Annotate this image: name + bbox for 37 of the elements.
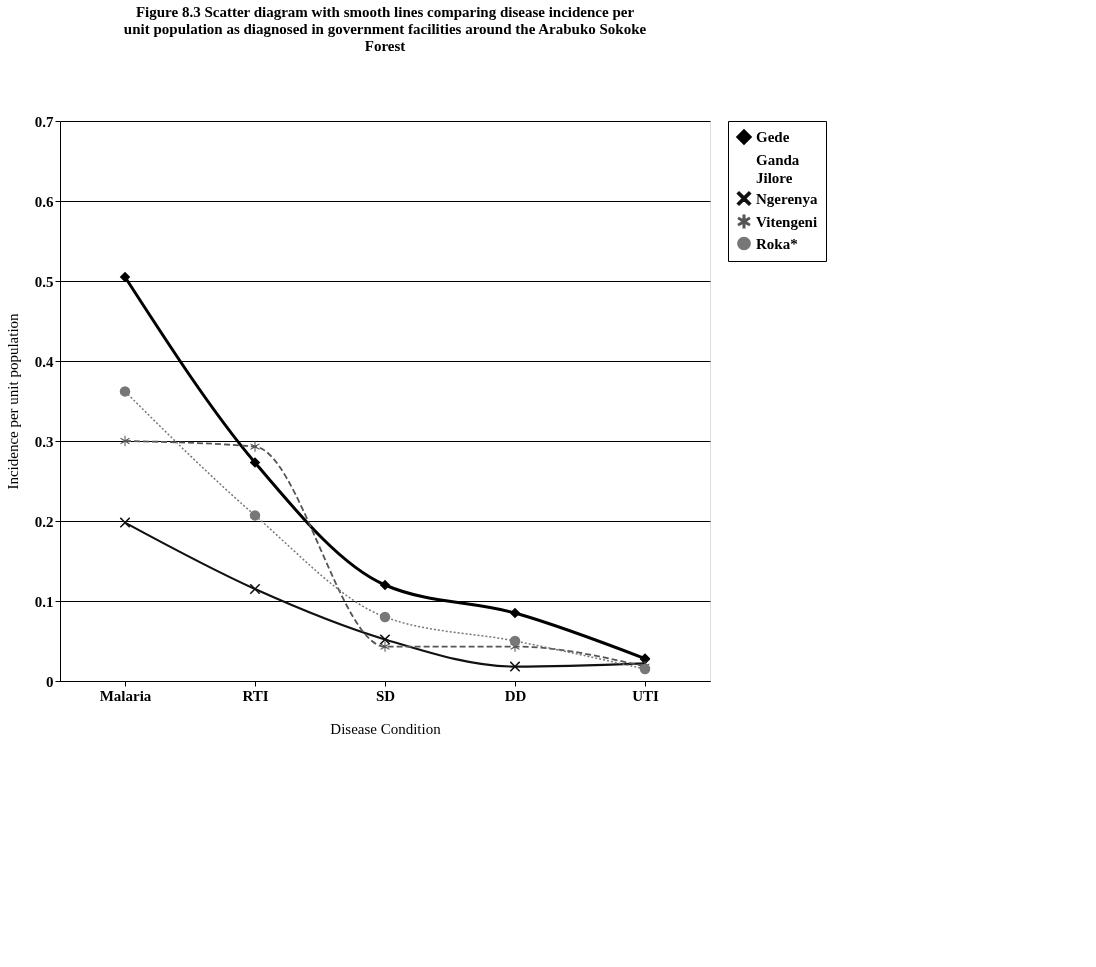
y-tick-label: 0.7 <box>34 113 54 130</box>
point <box>379 634 391 645</box>
y-tick-label: 0.3 <box>34 433 54 450</box>
point <box>509 635 521 647</box>
point <box>249 510 261 521</box>
y-tick-label: 0.2 <box>34 513 54 530</box>
chart-title: Figure 8.3 Scatter diagram with smooth lines comparing disease incidence per unit population as diagnosed in government facilities around the Arabuko Sokoke Forest <box>123 4 647 54</box>
point <box>379 579 391 591</box>
point <box>119 517 131 528</box>
y-tick-label: 0.5 <box>34 273 54 290</box>
y-tick-label: 0.1 <box>34 593 54 610</box>
x-tick-label: DD <box>504 687 527 704</box>
text: Ganda <box>756 151 800 168</box>
legend-label: Gede <box>756 129 790 145</box>
text: Jilore <box>756 169 793 186</box>
point <box>119 271 131 283</box>
y-tick-label: 0.4 <box>34 353 54 370</box>
legend-label: Ngerenya <box>756 190 818 207</box>
legend-label: Roka* <box>756 235 798 252</box>
point <box>120 435 130 447</box>
point <box>250 441 260 452</box>
x-tick-label: SD <box>375 687 396 704</box>
point <box>379 611 391 623</box>
x-tick-label: UTI <box>632 687 659 704</box>
point <box>509 607 521 619</box>
point <box>249 457 261 468</box>
point <box>509 661 521 672</box>
y-tick-label: 0 <box>46 673 54 690</box>
point <box>119 386 131 397</box>
y-axis-title: Incidence per unit population <box>4 312 21 490</box>
x-axis-title: Disease Condition <box>330 720 442 737</box>
point <box>380 641 390 652</box>
point <box>249 583 261 595</box>
legend-label: Vitengeni <box>756 213 818 230</box>
y-tick-label: 0.6 <box>34 193 54 210</box>
x-tick-label: Malaria <box>99 687 152 704</box>
x-tick-label: RTI <box>242 687 269 704</box>
